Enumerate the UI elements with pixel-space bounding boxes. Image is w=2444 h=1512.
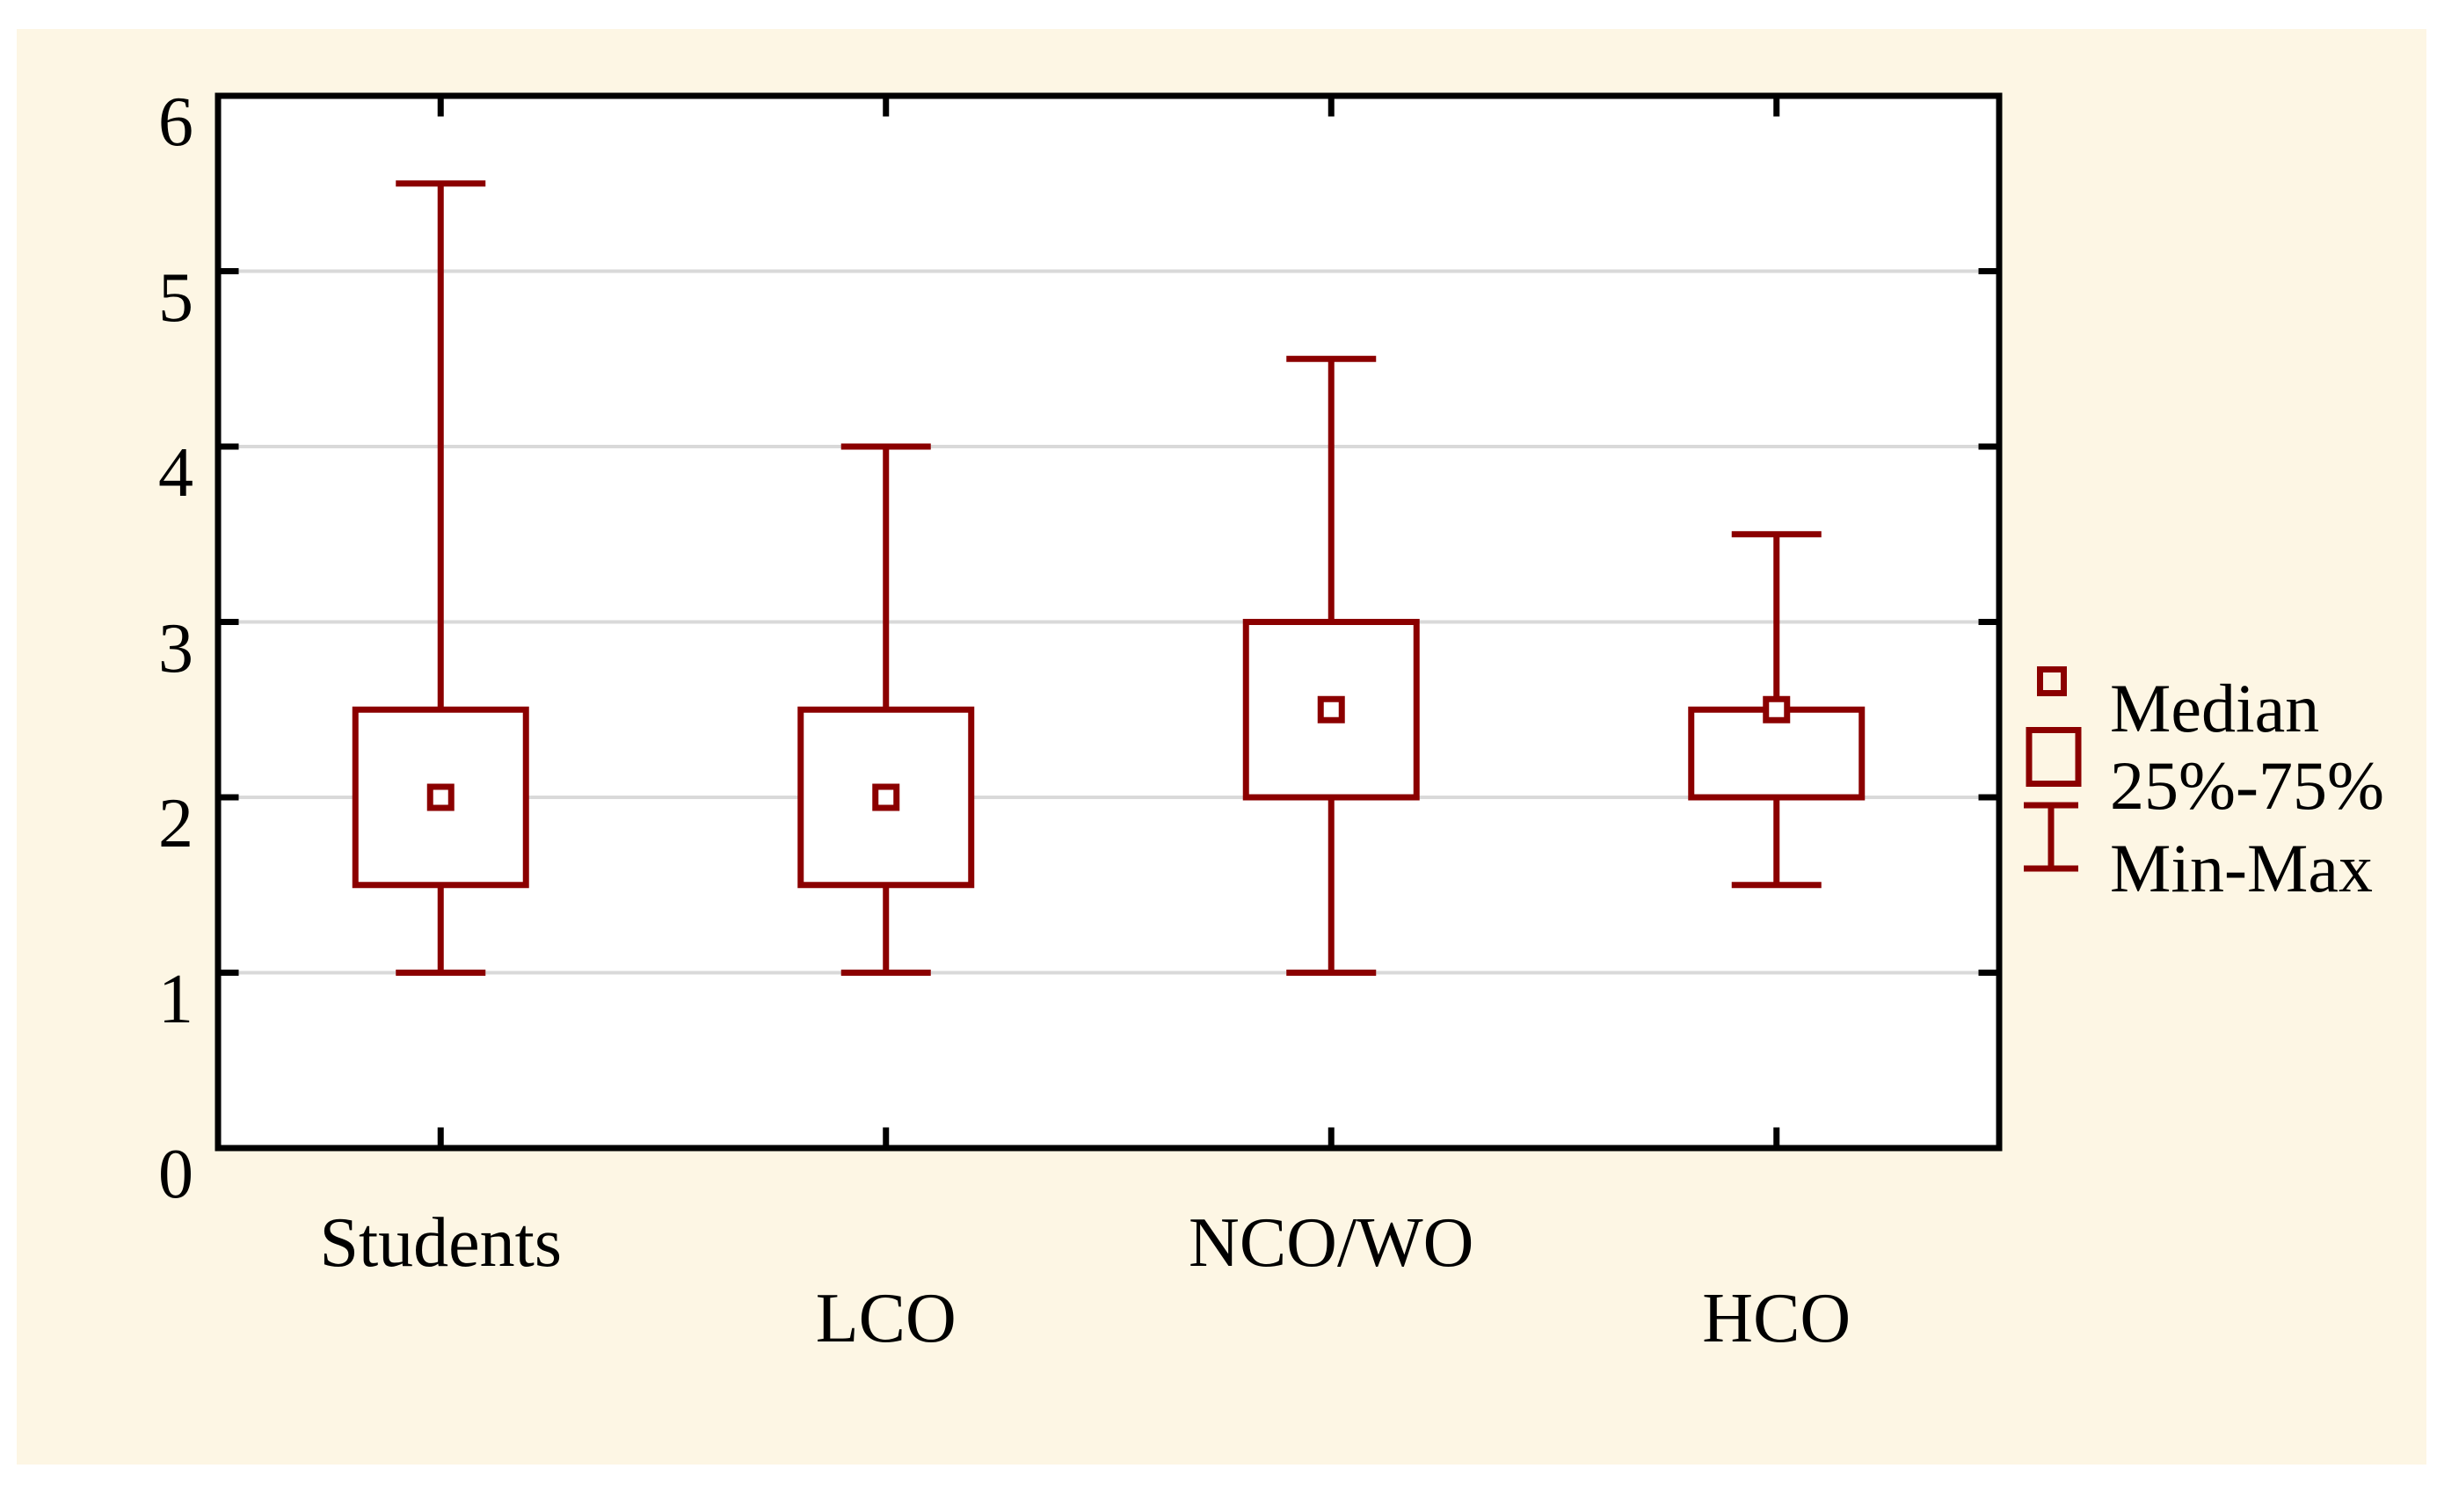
legend-box-icon bbox=[2026, 727, 2082, 787]
y-axis-tick-label-6: 6 bbox=[158, 84, 193, 161]
y-axis-tick-label-2: 2 bbox=[158, 785, 193, 862]
median-marker-LCO bbox=[872, 783, 900, 811]
legend-label-min-max: Min-Max bbox=[2110, 830, 2373, 906]
y-axis-tick-label-5: 5 bbox=[158, 258, 193, 337]
median-marker-HCO bbox=[1763, 695, 1791, 723]
x-category-label-nco-wo: NCO/WO bbox=[1189, 1204, 1474, 1282]
legend-label-25-75: 25%-75% bbox=[2110, 747, 2384, 824]
iqr-box-HCO bbox=[1688, 706, 1866, 801]
plot-border bbox=[215, 92, 2003, 1152]
median-marker-NCO/WO bbox=[1317, 695, 1345, 723]
median-marker-Students bbox=[426, 783, 455, 811]
x-category-label-lco: LCO bbox=[815, 1280, 957, 1357]
y-axis-tick-label-0: 0 bbox=[158, 1136, 193, 1213]
x-category-label-hco: HCO bbox=[1702, 1280, 1851, 1357]
y-axis-tick-label-4: 4 bbox=[158, 434, 193, 512]
y-axis-tick-label-3: 3 bbox=[158, 609, 193, 687]
y-axis-tick-label-1: 1 bbox=[158, 960, 193, 1038]
legend-median-square-icon bbox=[2037, 666, 2067, 696]
legend-label-median: Median bbox=[2110, 670, 2320, 746]
x-category-label-students: Students bbox=[319, 1204, 563, 1282]
